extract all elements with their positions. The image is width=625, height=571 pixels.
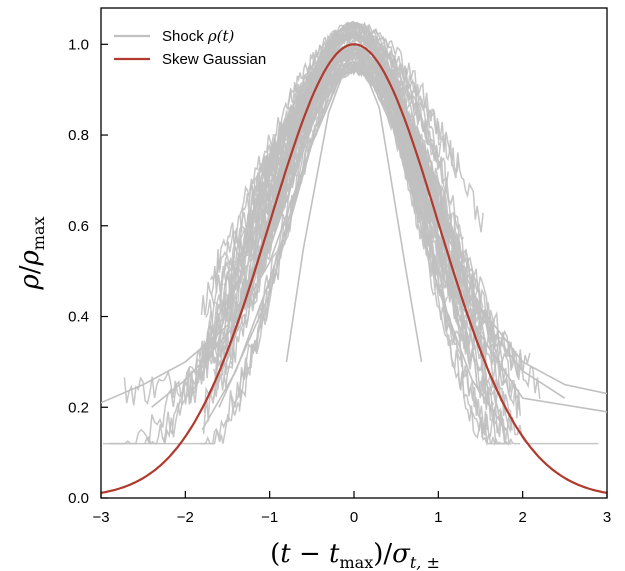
legend: Shock ρ(t) Skew Gaussian <box>114 27 266 68</box>
x-tick-label: 3 <box>603 509 611 526</box>
shock-curve-representative <box>218 23 607 413</box>
y-axis-ticks: 0.0 0.2 0.4 0.6 0.8 1.0 <box>68 36 108 507</box>
plot-frame <box>100 7 608 499</box>
shock-curve <box>202 62 427 435</box>
y-tick-label: 0.4 <box>68 309 89 326</box>
x-tick-label: 0 <box>350 509 358 526</box>
y-tick-label: 0.2 <box>68 399 89 416</box>
y-tick-label: 0.8 <box>68 127 89 144</box>
x-tick-label: 1 <box>434 509 442 526</box>
x-tick-label: −2 <box>177 509 194 526</box>
x-tick-label: 2 <box>518 509 526 526</box>
x-axis-ticks: −3 −2 −1 0 1 2 3 <box>92 491 611 526</box>
skew-gaussian-curve <box>101 43 607 495</box>
shock-curves <box>101 20 607 447</box>
y-axis-label: ρ/ρmax <box>15 216 48 290</box>
shock-curve-representative <box>101 33 607 404</box>
legend-label-shock: Shock ρ(t) <box>162 27 235 45</box>
y-tick-label: 0.6 <box>68 218 89 235</box>
y-tick-label: 1.0 <box>68 36 89 53</box>
skew-gaussian-curve-group <box>101 43 607 495</box>
x-axis-label: (t − tmax)/σt, ± <box>270 539 440 571</box>
x-tick-label: −1 <box>261 509 278 526</box>
x-tick-label: −3 <box>92 509 109 526</box>
legend-label-gaussian: Skew Gaussian <box>162 51 266 68</box>
y-tick-label: 0.0 <box>68 490 89 507</box>
shock-curve <box>209 21 484 359</box>
shock-curve <box>144 33 418 445</box>
